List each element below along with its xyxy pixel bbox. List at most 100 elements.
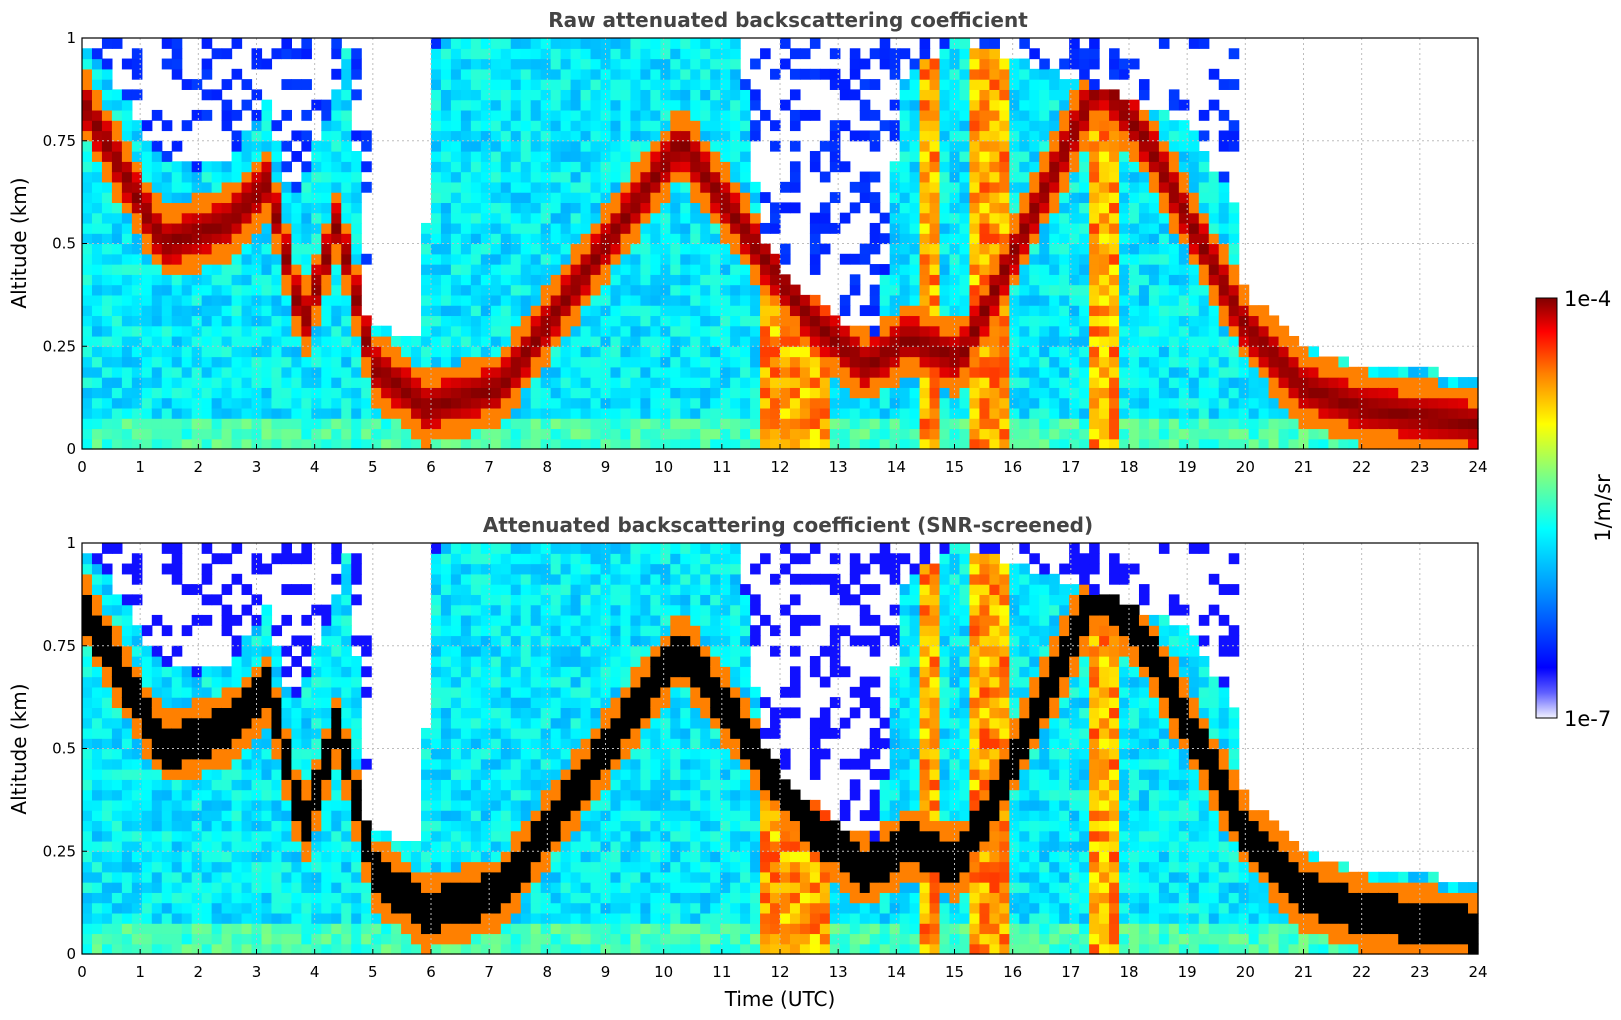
heatmap-cell (231, 810, 243, 822)
heatmap-cell (271, 253, 283, 265)
heatmap-cell (82, 553, 93, 565)
heatmap-cell (470, 233, 482, 245)
heatmap-cell (281, 335, 292, 347)
heatmap-cell (91, 584, 103, 595)
heatmap-cell (1188, 346, 1200, 358)
heatmap-cell (1238, 284, 1250, 296)
heatmap-cell (1158, 243, 1170, 255)
heatmap-cell (650, 109, 661, 121)
heatmap-cell (1408, 366, 1419, 378)
heatmap-cell (1398, 407, 1409, 419)
heatmap-cell (1198, 171, 1210, 183)
heatmap-cell (1079, 58, 1090, 70)
heatmap-cell (1378, 366, 1389, 378)
heatmap-cell (740, 407, 751, 419)
heatmap-cell (959, 58, 971, 70)
heatmap-cell (700, 418, 711, 430)
heatmap-cell (700, 58, 711, 70)
heatmap-cell (670, 325, 681, 337)
heatmap-cell (1218, 140, 1230, 152)
heatmap-cell (640, 140, 651, 152)
heatmap-cell (490, 38, 502, 49)
heatmap-cell (969, 120, 981, 132)
heatmap-cell (191, 181, 203, 193)
heatmap-cell (590, 253, 602, 265)
heatmap-cell (1198, 438, 1210, 450)
heatmap-cell (989, 130, 1000, 142)
heatmap-cell (161, 438, 173, 450)
heatmap-cell (1099, 222, 1110, 234)
heatmap-cell (111, 346, 123, 358)
heatmap-cell (919, 305, 931, 317)
heatmap-cell (1248, 356, 1260, 368)
heatmap-cell (1338, 377, 1349, 388)
heatmap-cell (1138, 212, 1150, 224)
heatmap-cell (91, 438, 103, 450)
heatmap-cell (121, 758, 133, 770)
heatmap-cell (570, 397, 582, 409)
heatmap-cell (211, 748, 223, 760)
heatmap-cell (1089, 428, 1100, 440)
heatmap-cell (121, 99, 133, 111)
heatmap-cell (281, 109, 292, 121)
heatmap-cell (530, 243, 542, 255)
heatmap-cell (1198, 243, 1210, 255)
heatmap-cell (221, 202, 233, 214)
heatmap-cell (251, 810, 263, 822)
heatmap-cell (849, 418, 861, 430)
heatmap-cell (730, 120, 741, 132)
heatmap-cell (849, 387, 861, 399)
heatmap-cell (1348, 387, 1359, 399)
heatmap-cell (1089, 407, 1100, 419)
heatmap-cell (610, 99, 622, 111)
heatmap-cell (460, 366, 472, 378)
heatmap-cell (510, 68, 522, 80)
heatmap-cell (111, 397, 123, 409)
heatmap-cell (650, 171, 661, 183)
heatmap-cell (281, 264, 292, 275)
heatmap-cell (570, 120, 582, 132)
heatmap-cell (111, 830, 123, 842)
heatmap-cell (431, 222, 442, 234)
heatmap-cell (590, 294, 602, 306)
heatmap-cell (879, 315, 891, 327)
heatmap-cell (131, 284, 143, 296)
heatmap-cell (640, 284, 651, 296)
heatmap-cell (570, 79, 582, 90)
heatmap-cell (1019, 202, 1030, 214)
heatmap-cell (281, 325, 292, 337)
heatmap-cell (1228, 294, 1240, 306)
heatmap-cell (261, 151, 273, 162)
heatmap-cell (540, 438, 552, 450)
heatmap-cell (211, 407, 223, 419)
heatmap-cell (650, 68, 661, 80)
heatmap-cell (171, 861, 183, 873)
heatmap-cell (161, 748, 173, 760)
heatmap-cell (630, 222, 641, 234)
heatmap-cell (1208, 356, 1220, 368)
heatmap-cell (1029, 346, 1040, 358)
heatmap-cell (231, 697, 243, 709)
heatmap-cell (1348, 418, 1359, 430)
heatmap-cell (221, 614, 233, 626)
heatmap-cell (241, 140, 253, 152)
heatmap-cell (171, 799, 183, 811)
heatmap-cell (431, 68, 442, 80)
heatmap-cell (560, 161, 572, 173)
heatmap-cell (889, 243, 901, 255)
heatmap-cell (770, 335, 781, 347)
heatmap-cell (111, 851, 123, 863)
heatmap-cell (181, 407, 193, 419)
heatmap-cell (500, 387, 512, 399)
heatmap-cell (191, 943, 203, 955)
heatmap-cell (710, 284, 721, 296)
heatmap-cell (1049, 233, 1060, 245)
heatmap-cell (281, 871, 292, 883)
heatmap-cell (151, 315, 163, 327)
heatmap-cell (1318, 356, 1330, 368)
heatmap-cell (241, 861, 253, 873)
heatmap-cell (82, 686, 93, 698)
heatmap-cell (431, 397, 442, 409)
heatmap-cell (540, 407, 552, 419)
heatmap-cell (869, 243, 881, 255)
